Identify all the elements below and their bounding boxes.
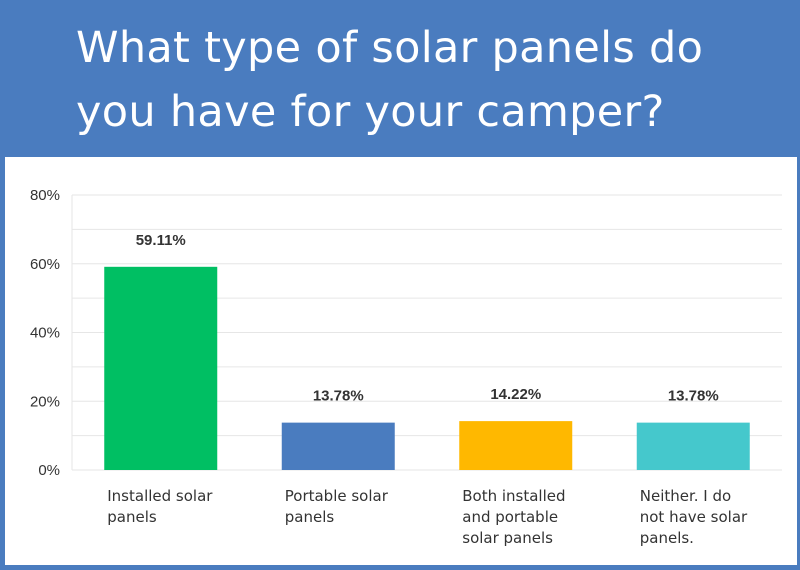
category-label-line: panels [107,508,157,526]
data-label: 13.78% [668,388,719,405]
header-banner: What type of solar panels do you have fo… [0,0,800,156]
bar-chart: 0% 20% 40% 60% 80% 59.11% 13.78% 14.22% 13.78% [30,187,782,479]
bar [281,422,395,470]
title-line-2: you have for your camper? [76,87,665,137]
page-title: What type of solar panels do you have fo… [76,16,776,144]
y-tick-label: 20% [30,393,60,410]
y-tick-label: 0% [38,462,60,479]
data-label: 13.78% [313,388,364,405]
category-label-line: and portable [462,508,559,526]
category-label-line: Installed solar [107,487,213,505]
category-label-line: Both installed [462,487,566,505]
category-label-line: solar panels [462,529,553,547]
category-label-line: Neither. I do [639,487,732,505]
category-label-line: Portable solar [284,487,388,505]
title-line-1: What type of solar panels do [76,23,704,73]
category-label-line: not have solar [639,508,748,526]
bar [459,421,573,470]
bar [104,266,218,470]
category-label-line: panels. [639,529,694,547]
data-label: 14.22% [490,386,541,403]
y-tick-label: 40% [30,325,60,342]
bar [636,422,750,470]
y-tick-label: 80% [30,187,60,204]
category-label: Neither. I do not have solar panels. [640,486,770,549]
data-label: 59.11% [136,232,186,249]
category-label: Installed solar panels [107,486,237,528]
chart-panel: 0% 20% 40% 60% 80% 59.11% 13.78% 14.22% 13.78% I… [5,157,797,565]
category-label: Both installed and portable solar panels [462,486,592,549]
y-tick-label: 60% [30,256,60,273]
category-label-line: panels [284,508,335,526]
category-label: Portable solar panels [285,486,415,528]
